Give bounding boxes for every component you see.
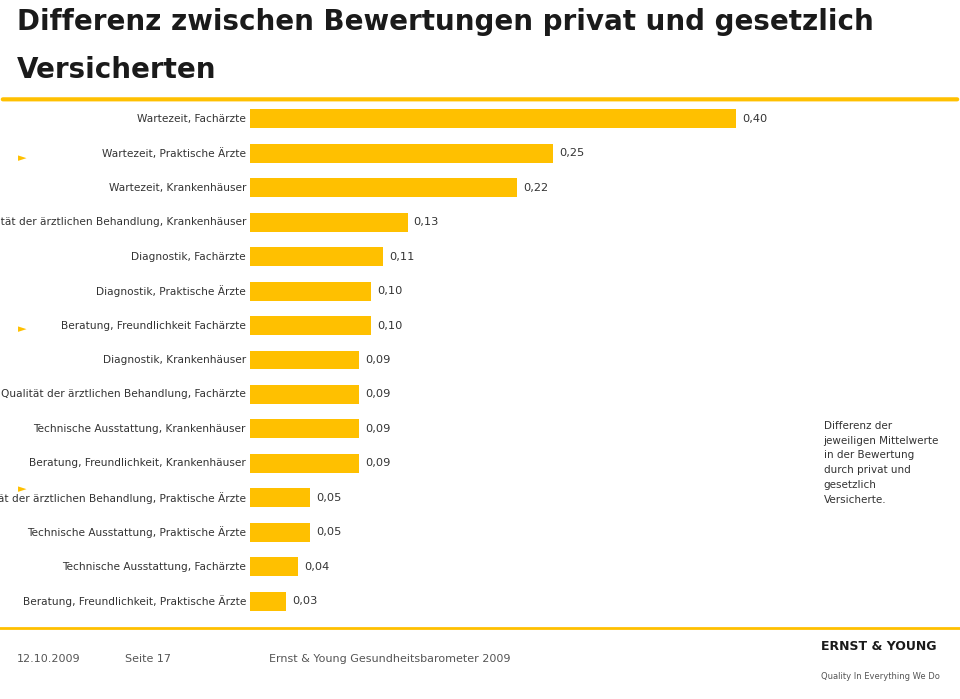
Text: 0,10: 0,10	[377, 286, 402, 296]
Bar	[250, 454, 359, 473]
Text: 0,11: 0,11	[390, 252, 415, 261]
Text: 0,04: 0,04	[304, 562, 329, 572]
Text: 0,03: 0,03	[292, 596, 318, 606]
Text: ►: ►	[17, 484, 26, 494]
Text: Ernst & Young Gesundheitsbarometer 2009: Ernst & Young Gesundheitsbarometer 2009	[269, 654, 511, 664]
Text: 0,40: 0,40	[742, 114, 767, 124]
Text: 0,10: 0,10	[377, 321, 402, 331]
Text: Diagnostik, Fachärzte: Diagnostik, Fachärzte	[132, 252, 246, 261]
Bar	[250, 109, 735, 128]
Text: Diagnostik, Praktische Ärzte: Diagnostik, Praktische Ärzte	[96, 285, 246, 297]
Text: Wartezeit, Fachärzte: Wartezeit, Fachärzte	[137, 114, 246, 124]
Bar	[250, 316, 372, 335]
Bar	[250, 489, 310, 507]
Bar	[250, 247, 383, 266]
Text: 0,09: 0,09	[365, 459, 391, 468]
Text: Technische Ausstattung, Krankenhäuser: Technische Ausstattung, Krankenhäuser	[34, 424, 246, 434]
Text: Seite 17: Seite 17	[125, 654, 171, 664]
Text: Quality In Everything We Do: Quality In Everything We Do	[821, 672, 940, 681]
Text: 12.10.2009: 12.10.2009	[17, 654, 81, 664]
Text: Beratung, Freundlichkeit Fachärzte: Beratung, Freundlichkeit Fachärzte	[61, 321, 246, 331]
Bar	[250, 419, 359, 438]
Bar	[250, 350, 359, 370]
Text: 0,09: 0,09	[365, 389, 391, 399]
Text: Wartezeit, Praktische Ärzte: Wartezeit, Praktische Ärzte	[102, 147, 246, 159]
Text: Beratung, Freundlichkeit, Praktische Ärzte: Beratung, Freundlichkeit, Praktische Ärz…	[23, 596, 246, 607]
Text: 0,09: 0,09	[365, 355, 391, 365]
Text: ►: ►	[17, 153, 26, 163]
Text: 0,09: 0,09	[365, 424, 391, 434]
Text: 0,05: 0,05	[317, 528, 342, 538]
Text: Differenz zwischen Bewertungen privat und gesetzlich: Differenz zwischen Bewertungen privat un…	[17, 8, 874, 36]
Text: 0,25: 0,25	[560, 148, 585, 158]
Text: Differenz der
jeweiligen Mittelwerte
in der Bewertung
durch privat und
gesetzlic: Differenz der jeweiligen Mittelwerte in …	[824, 421, 939, 505]
Bar	[250, 282, 372, 301]
Bar	[250, 523, 310, 542]
Text: Qualität der ärztlichen Behandlung, Fachärzte: Qualität der ärztlichen Behandlung, Fach…	[1, 389, 246, 399]
Text: 0,22: 0,22	[523, 182, 548, 192]
Text: In allen Kategorien
sind privat
Versicherte
zufriedener als
gesetzlich
Versicher: In allen Kategorien sind privat Versiche…	[50, 153, 161, 256]
Text: Diagnostik, Krankenhäuser: Diagnostik, Krankenhäuser	[103, 355, 246, 365]
Text: 0,05: 0,05	[317, 493, 342, 503]
Bar	[250, 143, 553, 163]
Text: Die geringsten
Differenzen sind bei
praktischen Ärzten
festzustellen: Die geringsten Differenzen sind bei prak…	[50, 484, 169, 553]
Text: ►: ►	[17, 324, 26, 334]
Text: ERNST & YOUNG: ERNST & YOUNG	[821, 640, 936, 654]
Text: Qualität der ärztlichen Behandlung, Krankenhäuser: Qualität der ärztlichen Behandlung, Kran…	[0, 217, 246, 227]
Text: Wartezeit, Krankenhäuser: Wartezeit, Krankenhäuser	[108, 182, 246, 192]
Text: Versicherten: Versicherten	[17, 56, 217, 84]
Text: Beratung, Freundlichkeit, Krankenhäuser: Beratung, Freundlichkeit, Krankenhäuser	[29, 459, 246, 468]
Text: Technische Ausstattung, Praktische Ärzte: Technische Ausstattung, Praktische Ärzte	[27, 526, 246, 538]
Bar	[250, 212, 408, 231]
Bar	[250, 385, 359, 404]
Text: Technische Ausstattung, Fachärzte: Technische Ausstattung, Fachärzte	[62, 562, 246, 572]
Text: Qualität der ärztlichen Behandlung, Praktische Ärzte: Qualität der ärztlichen Behandlung, Prak…	[0, 492, 246, 504]
Text: 0,13: 0,13	[414, 217, 439, 227]
Text: Die größten
Unterschiede beim
Faktor Wartezeit: Die größten Unterschiede beim Faktor War…	[50, 324, 161, 373]
Bar	[250, 178, 517, 197]
Bar	[250, 592, 286, 611]
Bar	[250, 557, 299, 577]
